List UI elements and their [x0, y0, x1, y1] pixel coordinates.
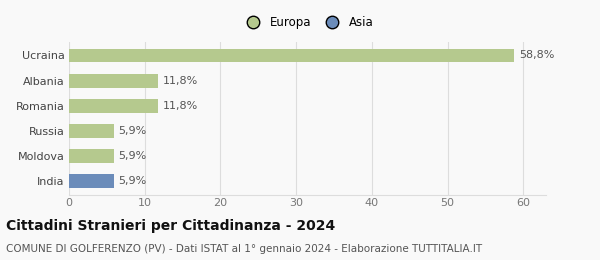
Bar	[69, 49, 514, 62]
Bar	[69, 124, 113, 138]
Text: 5,9%: 5,9%	[118, 176, 146, 186]
Bar	[69, 149, 113, 163]
Text: 5,9%: 5,9%	[118, 151, 146, 161]
Text: 11,8%: 11,8%	[163, 101, 198, 111]
Text: Cittadini Stranieri per Cittadinanza - 2024: Cittadini Stranieri per Cittadinanza - 2…	[6, 219, 335, 233]
Legend: Europa, Asia: Europa, Asia	[239, 14, 376, 31]
Bar	[69, 99, 158, 113]
Bar	[69, 174, 113, 188]
Text: 5,9%: 5,9%	[118, 126, 146, 136]
Bar	[69, 74, 158, 88]
Text: 11,8%: 11,8%	[163, 76, 198, 86]
Text: 58,8%: 58,8%	[519, 50, 554, 61]
Text: COMUNE DI GOLFERENZO (PV) - Dati ISTAT al 1° gennaio 2024 - Elaborazione TUTTITA: COMUNE DI GOLFERENZO (PV) - Dati ISTAT a…	[6, 244, 482, 254]
